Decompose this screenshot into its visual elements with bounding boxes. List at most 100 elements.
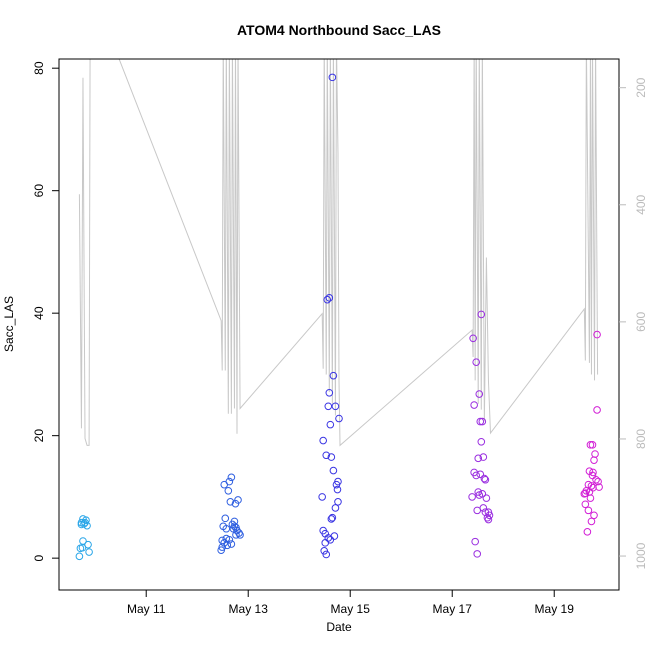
y-tick-label: 80 [32,61,46,75]
y-tick-label: 40 [32,306,46,320]
data-point [471,537,479,546]
data-point [588,441,597,449]
data-point [79,537,87,545]
data-point [318,493,326,501]
data-point [328,513,337,522]
data-point [324,402,333,411]
data-point [583,528,592,536]
data-point [474,488,483,496]
data-point [221,514,230,523]
data-point [475,491,484,499]
data-point [326,535,335,544]
data-point [236,531,244,539]
data-point [474,454,483,463]
y2-tick-label: 600 [634,312,648,332]
data-point [326,420,335,429]
x-tick-label: May 17 [433,602,473,616]
data-point [482,494,491,502]
data-point [478,417,487,426]
y-tick-label: 20 [32,429,46,443]
data-point [469,334,477,343]
data-point [82,516,90,524]
data-point [581,489,590,498]
data-point [77,518,86,527]
data-point [218,536,227,545]
data-point [325,294,334,302]
data-point [333,485,342,494]
data-point [322,550,331,559]
data-point [476,417,485,426]
data-point [325,388,334,397]
data-point [472,471,480,480]
data-point [477,437,486,446]
data-point [328,73,337,82]
data-point [323,295,332,304]
data-point [587,517,596,526]
data-point [334,498,342,506]
data-point [593,330,601,339]
data-point [331,402,340,411]
data-point [485,511,494,520]
x-tick-label: May 15 [331,602,371,616]
data-point [476,470,485,479]
data-point [594,477,602,486]
data-point [232,523,240,532]
chart-title: ATOM4 Northbound Sacc_LAS [237,22,441,38]
data-point [225,477,234,486]
line-layer [78,59,599,447]
data-point [468,493,476,501]
depth-line [78,59,599,447]
data-point [320,547,329,555]
data-point [75,552,84,561]
data-point [592,475,600,484]
data-point [319,436,327,445]
data-point [224,486,233,495]
y2-tick-label: 1000 [634,542,648,569]
x-tick-label: May 19 [535,602,575,616]
data-point [327,453,336,461]
y-axis-label: Sacc_LAS [2,296,16,352]
data-point [584,506,593,515]
data-point [329,371,338,380]
data-point [593,406,601,414]
y-tick-label: 0 [32,554,46,561]
x-tick-label: May 13 [229,602,269,616]
data-point [217,546,225,554]
data-point [477,310,486,319]
data-point [227,540,236,548]
data-point [84,540,92,549]
data-point [470,401,478,409]
data-point [227,473,236,482]
data-point [483,513,492,522]
y-tick-label: 60 [32,184,46,198]
data-point [222,524,231,533]
x-tick-label: May 11 [127,602,166,616]
data-point [327,515,336,523]
data-point [334,477,342,486]
data-point [230,522,239,531]
data-point [322,451,331,460]
data-point [480,474,489,483]
plot-frame [58,58,620,591]
data-point [329,466,338,475]
data-point [586,441,595,449]
data-point [479,504,488,512]
data-point [335,414,343,423]
data-point [479,453,488,461]
y2-tick-label: 400 [634,194,648,214]
data-point [484,515,493,524]
data-point [481,475,490,484]
data-point [225,535,234,544]
data-point [472,358,480,366]
point-layer [75,73,603,561]
data-point [234,496,242,504]
data-point [581,500,590,509]
data-point [591,450,599,458]
x-axis-label: Date [326,620,352,634]
data-point [475,390,484,398]
y2-tick-label: 200 [634,77,648,97]
y2-tick-label: 800 [634,429,648,449]
data-point [85,548,93,556]
data-point [83,521,91,530]
